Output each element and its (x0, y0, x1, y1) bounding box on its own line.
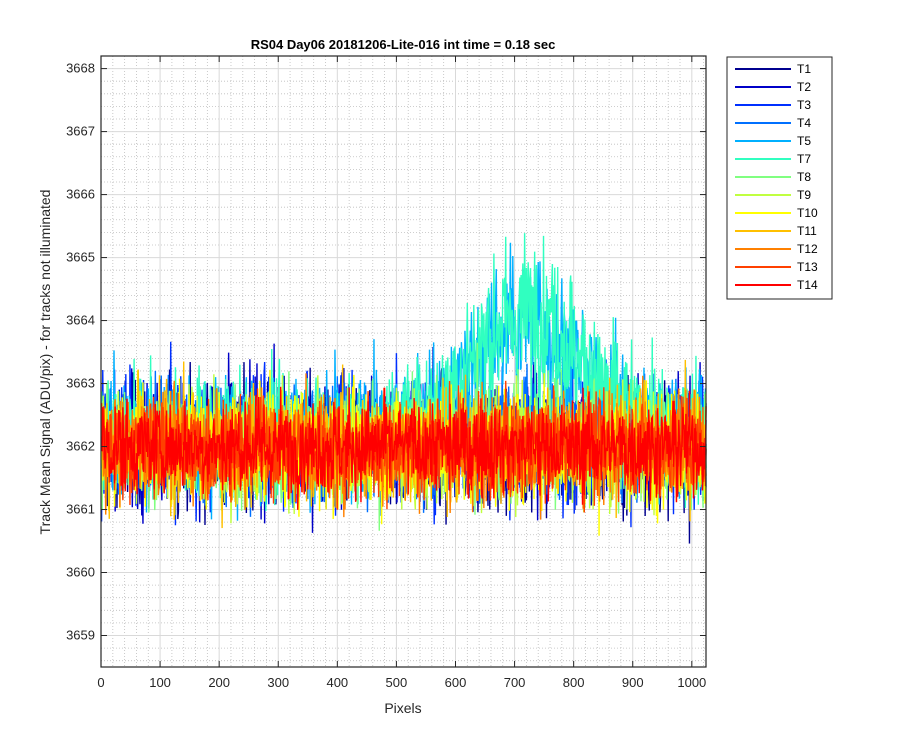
grid (100, 55, 706, 667)
legend-label: T2 (797, 80, 811, 94)
series-layer (100, 233, 707, 544)
chart-title: RS04 Day06 20181206-Lite-016 int time = … (251, 37, 556, 52)
x-tick-label: 100 (149, 675, 171, 690)
legend-label: T1 (797, 62, 811, 76)
x-tick-label: 200 (208, 675, 230, 690)
x-tick-label: 700 (504, 675, 526, 690)
y-tick-label: 3663 (66, 376, 95, 391)
y-tick-label: 3668 (66, 61, 95, 76)
legend-label: T5 (797, 134, 811, 148)
x-tick-label: 300 (267, 675, 289, 690)
y-tick-label: 3665 (66, 250, 95, 265)
series-line-t14 (100, 386, 707, 510)
y-tick-label: 3667 (66, 124, 95, 139)
x-tick-label: 800 (563, 675, 585, 690)
y-tick-label: 3660 (66, 565, 95, 580)
legend-label: T8 (797, 170, 811, 184)
y-tick-label: 3659 (66, 628, 95, 643)
legend-label: T3 (797, 98, 811, 112)
x-tick-label: 1000 (677, 675, 706, 690)
x-tick-label: 0 (97, 675, 104, 690)
legend-label: T10 (797, 206, 818, 220)
legend-label: T12 (797, 242, 818, 256)
legend: T1 T2 T3 T4 T5 T7 T8 T9 T10 T11 T12 T13 T14 (726, 56, 833, 300)
y-tick-label: 3666 (66, 187, 95, 202)
legend-label: T4 (797, 116, 811, 130)
legend-label: T11 (797, 224, 817, 238)
y-tick-label: 3664 (66, 313, 95, 328)
ticks: 0 100 200 300 400 500 600 700 800 900 1000 3659 3660… (66, 56, 706, 690)
axes-frame (100, 55, 707, 668)
x-tick-label: 900 (622, 675, 644, 690)
legend-label: T14 (797, 278, 818, 292)
y-axis-label: Track Mean Signal (ADU/pix) - for tracks… (37, 190, 53, 535)
x-tick-label: 500 (386, 675, 408, 690)
y-tick-label: 3661 (66, 502, 95, 517)
legend-label: T9 (797, 188, 811, 202)
axes-box (100, 55, 707, 668)
y-tick-label: 3662 (66, 439, 95, 454)
legend-label: T7 (797, 152, 811, 166)
x-tick-label: 600 (445, 675, 467, 690)
x-axis-label: Pixels (384, 700, 421, 716)
x-tick-label: 400 (326, 675, 348, 690)
legend-label: T13 (797, 260, 818, 274)
